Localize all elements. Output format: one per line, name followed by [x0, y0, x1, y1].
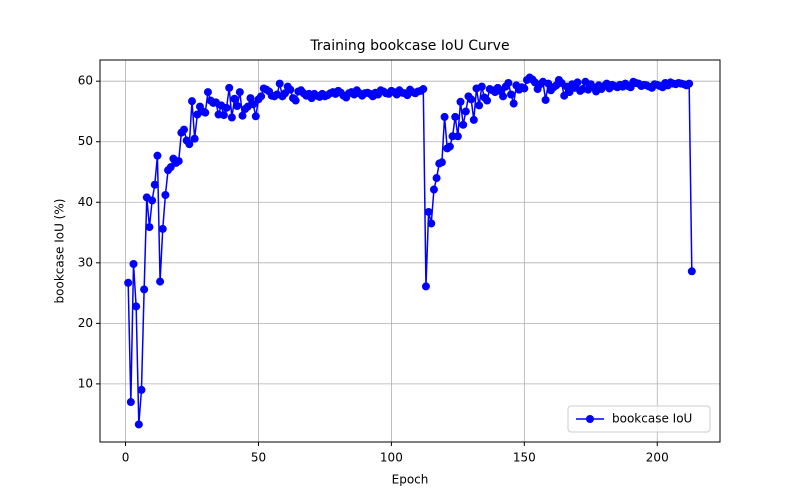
x-tick-label: 150	[513, 451, 536, 465]
data-point	[156, 277, 165, 286]
data-point	[445, 142, 454, 151]
data-point	[134, 420, 143, 429]
data-point	[230, 94, 239, 103]
data-point	[437, 158, 446, 167]
data-point	[565, 88, 574, 97]
data-point	[219, 111, 228, 120]
grid	[100, 60, 720, 442]
data-point	[421, 282, 430, 291]
legend: bookcase IoU	[567, 405, 711, 433]
chart-title: Training bookcase IoU Curve	[309, 38, 509, 54]
data-point	[504, 79, 513, 88]
data-point	[233, 102, 242, 111]
y-tick-label: 30	[78, 255, 93, 269]
data-point	[499, 92, 508, 101]
x-tick-label: 100	[380, 451, 403, 465]
plot-frame	[99, 59, 721, 443]
data-point	[126, 398, 135, 407]
data-point	[461, 107, 470, 116]
data-point	[145, 223, 154, 232]
data-point	[685, 79, 694, 88]
data-point	[180, 125, 189, 134]
x-tick-label: 0	[122, 451, 130, 465]
data-point	[153, 151, 162, 160]
data-point	[291, 96, 300, 105]
data-point	[251, 112, 260, 121]
data-point	[150, 180, 159, 189]
y-tick-label: 10	[78, 376, 93, 390]
x-tick-label: 50	[251, 451, 266, 465]
data-point	[238, 111, 247, 120]
data-point	[453, 132, 462, 141]
data-point	[190, 134, 199, 143]
data-point	[477, 82, 486, 91]
data-point	[129, 260, 138, 269]
y-axis-label: bookcase IoU (%)	[53, 199, 67, 304]
data-point	[507, 90, 516, 99]
data-point	[429, 185, 438, 194]
data-point	[467, 95, 476, 104]
y-tick-label: 50	[78, 134, 93, 148]
data-point	[424, 207, 433, 216]
y-tick-label: 20	[78, 316, 93, 330]
data-point	[257, 92, 266, 101]
data-point	[203, 88, 212, 97]
x-axis-label: Epoch	[392, 473, 429, 487]
data-point	[174, 157, 183, 166]
data-point	[459, 120, 468, 129]
y-tick-label: 60	[78, 74, 93, 88]
data-point	[187, 97, 196, 106]
data-point	[235, 88, 244, 97]
data-point	[246, 94, 255, 103]
data-point	[227, 113, 236, 122]
data-point	[148, 196, 157, 205]
data-point	[427, 219, 436, 228]
data-point	[140, 285, 149, 294]
data-point	[687, 267, 696, 276]
data-point	[166, 163, 175, 172]
data-point	[132, 302, 141, 311]
data-point	[483, 96, 492, 105]
data-point	[124, 278, 133, 287]
data-point	[249, 100, 258, 109]
legend-box	[567, 405, 711, 433]
data-point	[440, 112, 449, 121]
x-tick-label: 200	[646, 451, 669, 465]
data-point	[520, 84, 529, 93]
data-point	[475, 101, 484, 110]
data-point	[275, 79, 284, 88]
data-point	[573, 78, 582, 87]
data-point	[158, 224, 167, 233]
legend-marker	[586, 415, 594, 423]
data-point	[225, 83, 234, 92]
data-point	[419, 85, 428, 94]
data-point	[432, 174, 441, 183]
data-point	[451, 112, 460, 121]
data-point	[286, 85, 295, 94]
data-point	[201, 108, 210, 117]
data-point	[469, 115, 478, 124]
data-point	[185, 140, 194, 149]
y-tick-label: 40	[78, 195, 93, 209]
data-point	[541, 95, 550, 104]
data-point	[456, 97, 465, 106]
legend-label: bookcase IoU	[612, 412, 692, 426]
data-point	[161, 191, 170, 200]
data-point	[222, 103, 231, 112]
data-point	[509, 99, 518, 108]
data-point	[137, 385, 146, 394]
